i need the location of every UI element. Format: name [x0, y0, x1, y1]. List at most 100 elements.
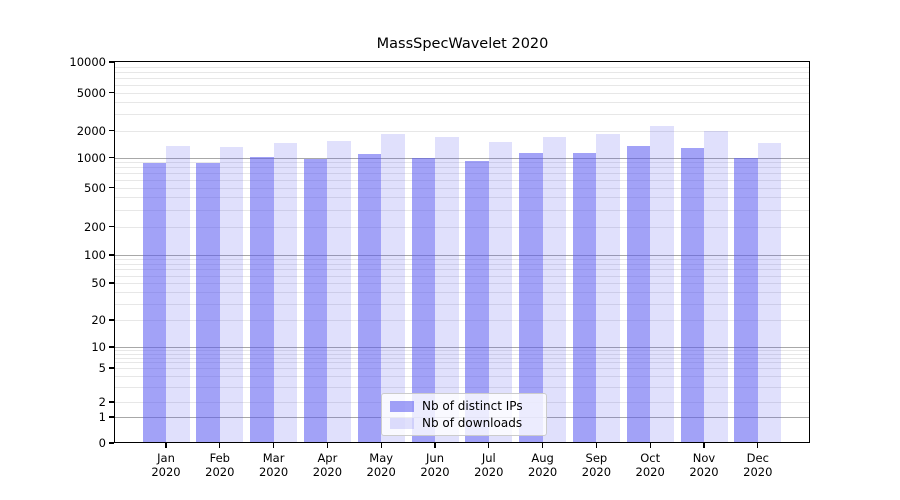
- gridline-minor: [115, 92, 810, 94]
- x-tick-label: Mar 2020: [244, 451, 304, 479]
- y-tick-mark: [109, 442, 114, 444]
- x-tick-year: 2020: [312, 465, 343, 479]
- gridline-major: [115, 254, 810, 256]
- x-tick-mark: [703, 443, 705, 448]
- legend-label-distinct-ips: Nb of distinct IPs: [422, 399, 523, 413]
- y-tick-label: 5: [98, 360, 106, 375]
- gridline-minor: [115, 197, 810, 199]
- x-tick-year: 2020: [151, 465, 181, 479]
- y-tick-mark: [109, 91, 114, 94]
- legend-item-downloads: Nb of downloads: [390, 416, 538, 430]
- x-tick-year: 2020: [689, 465, 719, 479]
- gridline-minor: [115, 319, 810, 321]
- y-tick-label: 0: [98, 436, 106, 450]
- x-tick-month: Jul: [481, 451, 496, 465]
- gridline-minor: [115, 353, 810, 355]
- y-tick-mark: [109, 367, 114, 369]
- bar-distinct-ips: [303, 158, 328, 443]
- y-tick-mark: [109, 346, 114, 348]
- bar-distinct-ips: [680, 148, 704, 443]
- legend-swatch-distinct-ips: [390, 400, 414, 412]
- legend: Nb of distinct IPs Nb of downloads: [381, 393, 547, 436]
- x-tick-label: Oct 2020: [620, 451, 680, 479]
- x-tick-label: May 2020: [351, 451, 411, 479]
- gridline-minor: [115, 77, 810, 79]
- gridline-minor: [115, 187, 810, 189]
- bar-downloads: [273, 143, 298, 443]
- y-tick-label: 10000: [69, 55, 106, 69]
- x-tick-label: Sep 2020: [566, 451, 626, 479]
- gridline-minor: [115, 66, 810, 68]
- gridline-minor: [115, 162, 810, 164]
- bar-distinct-ips: [626, 146, 651, 443]
- x-tick-month: Jan: [157, 451, 175, 465]
- x-tick-year: 2020: [527, 465, 558, 479]
- x-tick-mark: [219, 443, 221, 448]
- y-tick-mark: [109, 401, 114, 403]
- gridline-minor: [115, 71, 810, 73]
- y-tick-label: 500: [84, 180, 106, 195]
- y-tick-label: 100: [84, 247, 106, 262]
- bar-distinct-ips: [465, 160, 489, 443]
- bar-downloads: [166, 146, 190, 443]
- x-tick-label: Jul 2020: [459, 451, 519, 479]
- gridline-minor: [115, 167, 810, 169]
- bar-distinct-ips: [357, 153, 382, 443]
- x-tick-label: Feb 2020: [190, 451, 250, 479]
- x-tick-mark: [757, 443, 759, 448]
- x-tick-mark: [649, 443, 651, 448]
- gridline-minor: [115, 350, 810, 352]
- gridline-minor: [115, 303, 810, 305]
- gridline-minor: [115, 179, 810, 181]
- x-tick-month: May: [369, 451, 394, 465]
- x-tick-label: Jan 2020: [136, 451, 196, 479]
- bar-distinct-ips: [411, 157, 435, 443]
- gridline-minor: [115, 263, 810, 265]
- gridline-layer: [115, 62, 810, 443]
- x-tick-mark: [542, 443, 544, 448]
- y-tick-mark: [109, 416, 114, 418]
- bar-downloads: [219, 146, 244, 443]
- x-tick-mark: [326, 443, 329, 448]
- x-tick-label: Aug 2020: [513, 451, 573, 479]
- y-tick-mark: [109, 187, 114, 189]
- x-tick-year: 2020: [635, 465, 665, 479]
- x-tick-year: 2020: [205, 465, 235, 479]
- bar-distinct-ips: [572, 153, 597, 443]
- bar-downloads: [488, 142, 513, 443]
- y-tick-label: 2000: [76, 123, 106, 138]
- legend-item-distinct-ips: Nb of distinct IPs: [390, 399, 538, 413]
- y-tick-mark: [109, 319, 114, 321]
- gridline-minor: [115, 101, 810, 103]
- y-tick-mark: [109, 254, 114, 256]
- gridline-major: [115, 157, 810, 159]
- x-tick-mark: [165, 443, 167, 448]
- chart-title: MassSpecWavelet 2020: [376, 36, 549, 52]
- x-tick-mark: [380, 443, 382, 448]
- gridline-minor: [115, 173, 810, 175]
- x-tick-year: 2020: [258, 465, 289, 479]
- y-tick-label: 1000: [76, 150, 106, 165]
- gridline-minor: [115, 275, 810, 277]
- gridline-minor: [115, 386, 810, 388]
- bar-downloads: [596, 134, 620, 443]
- x-tick-month: Aug: [531, 451, 554, 465]
- y-tick-label: 2: [98, 395, 106, 409]
- bar-downloads: [757, 143, 782, 443]
- gridline-minor: [115, 130, 810, 132]
- x-tick-month: Sep: [585, 451, 608, 465]
- x-tick-mark: [595, 443, 598, 448]
- x-tick-label: Dec 2020: [728, 451, 788, 479]
- bar-distinct-ips: [142, 163, 166, 443]
- y-tick-mark: [109, 226, 114, 228]
- x-tick-mark: [434, 443, 436, 448]
- gridline-minor: [115, 282, 810, 284]
- x-tick-month: Mar: [262, 451, 285, 465]
- legend-swatch-downloads: [390, 417, 414, 429]
- x-tick-year: 2020: [420, 465, 450, 479]
- x-tick-year: 2020: [581, 465, 612, 479]
- gridline-minor: [115, 357, 810, 359]
- y-tick-mark: [109, 130, 114, 132]
- gridline-minor: [115, 269, 810, 271]
